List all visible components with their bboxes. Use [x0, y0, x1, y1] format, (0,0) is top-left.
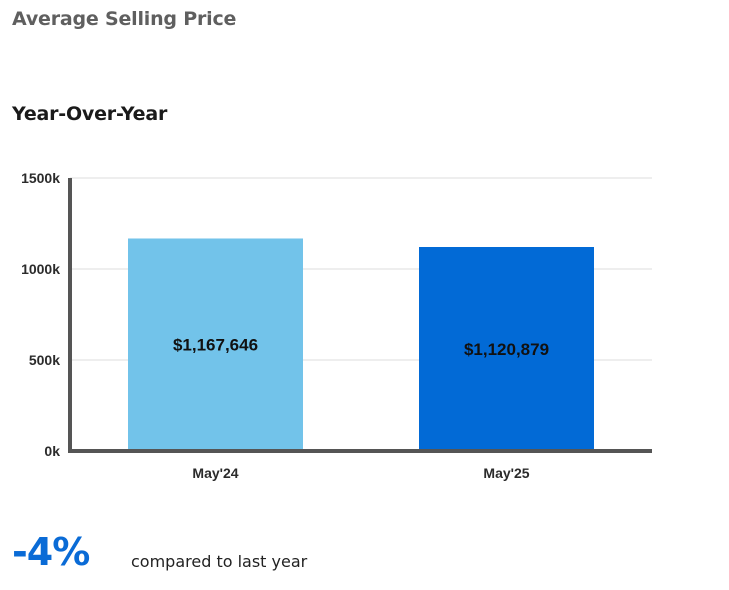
bar-2	[419, 247, 594, 451]
y-tick-label: 1500k	[21, 170, 60, 186]
bar-1	[128, 238, 303, 451]
change-caption: compared to last year	[131, 552, 308, 571]
bars	[128, 238, 594, 451]
bar-value-label: $1,167,646	[173, 336, 258, 355]
y-tick-label: 500k	[29, 352, 60, 368]
y-axis-ticks: 0k 500k 1000k 1500k	[21, 170, 60, 459]
page-title: Average Selling Price	[12, 8, 237, 30]
change-percentage: -4%	[12, 530, 90, 574]
x-tick-label: May'24	[192, 465, 238, 481]
section-title: Year-Over-Year	[12, 103, 168, 125]
axes	[68, 178, 652, 453]
x-tick-label: May'25	[483, 465, 529, 481]
bar-chart: 0k 500k 1000k 1500k $1,167,646 May'24 $1,120,…	[21, 170, 652, 481]
y-tick-label: 1000k	[21, 261, 60, 277]
bar-value-label: $1,120,879	[464, 340, 549, 359]
labels: $1,167,646 May'24 $1,120,879 May'25	[173, 336, 549, 481]
y-tick-label: 0k	[44, 443, 60, 459]
